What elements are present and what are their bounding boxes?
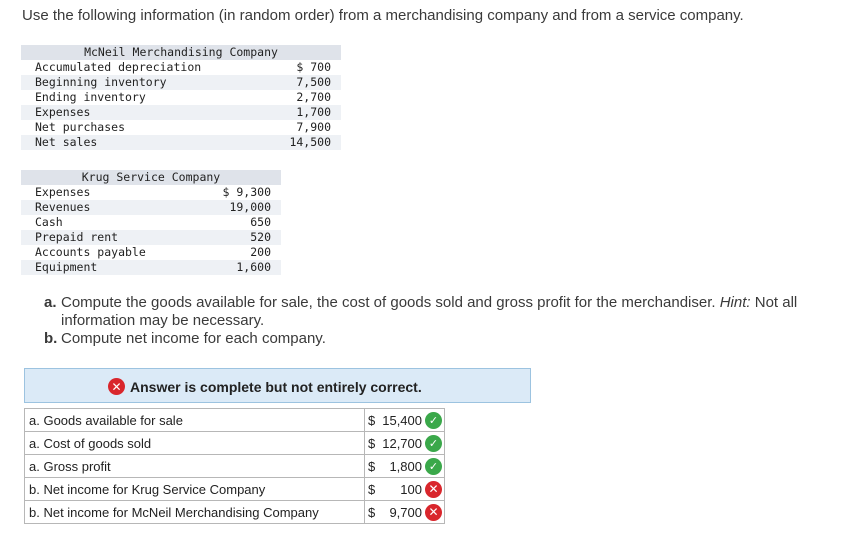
question-a-label: a. <box>44 294 57 311</box>
answer-status-text: Answer is complete but not entirely corr… <box>130 378 422 395</box>
intro-text: Use the following information (in random… <box>22 7 744 24</box>
table-row-label: Net sales <box>21 135 271 150</box>
mcneil-data-table: McNeil Merchandising Company Accumulated… <box>21 45 341 150</box>
table-row-amount: $ 700 <box>296 60 331 74</box>
table-row: a. Gross profit $ 1,800 ✓ <box>24 454 445 478</box>
currency-symbol: $ <box>368 412 376 428</box>
check-circle-icon: ✓ <box>425 411 442 429</box>
check-circle-icon: ✓ <box>425 434 442 452</box>
table-row-label: Expenses <box>35 185 91 199</box>
currency-symbol: $ <box>368 481 376 497</box>
answer-value-input[interactable]: 15,400 <box>382 412 422 428</box>
table-row-label: Accumulated depreciation <box>35 60 202 74</box>
mcneil-table-title: McNeil Merchandising Company <box>21 45 341 60</box>
question-b-label: b. <box>44 330 58 347</box>
table-row-label: Cash <box>35 215 63 229</box>
answer-label: a. Cost of goods sold <box>24 431 365 455</box>
x-circle-icon: ✕ <box>425 480 442 498</box>
table-row-amount: 7,900 <box>296 120 331 134</box>
table-row-label: Net purchases <box>35 120 126 134</box>
table-row-label: Beginning inventory <box>21 75 271 90</box>
table-row-amount: 1,600 <box>211 260 281 275</box>
table-row: a. Goods available for sale $ 15,400 ✓ <box>24 408 445 432</box>
question-a-text: Compute the goods available for sale, th… <box>61 294 716 311</box>
answer-status-banner: ✕ Answer is complete but not entirely co… <box>24 368 531 403</box>
table-row-amount: $ 9,300 <box>222 185 271 199</box>
answer-value-input[interactable]: 9,700 <box>389 504 422 520</box>
table-row-label: Prepaid rent <box>21 230 211 245</box>
currency-symbol: $ <box>368 458 376 474</box>
answer-cell: $ 100 ✕ <box>364 477 445 501</box>
currency-symbol: $ <box>368 504 376 520</box>
answer-cell: $ 9,700 ✕ <box>364 500 445 524</box>
answer-label: a. Gross profit <box>24 454 365 478</box>
question-b: b. Compute net income for each company. <box>44 330 868 348</box>
answer-label: b. Net income for McNeil Merchandising C… <box>24 500 365 524</box>
answer-label: b. Net income for Krug Service Company <box>24 477 365 501</box>
table-row-label: Accounts payable <box>35 245 146 259</box>
question-a-text-cont: Not all information may be necessary. <box>61 294 798 329</box>
table-row-label: Expenses <box>21 105 271 120</box>
krug-table-title: Krug Service Company <box>21 170 281 185</box>
table-row-amount: 2,700 <box>296 90 331 104</box>
answer-value-input[interactable]: 100 <box>400 481 422 497</box>
table-row-amount: 7,500 <box>271 75 341 90</box>
answer-value-input[interactable]: 1,800 <box>389 458 422 474</box>
answer-cell: $ 1,800 ✓ <box>364 454 445 478</box>
table-row-amount: 19,000 <box>211 200 281 215</box>
table-row-amount: 520 <box>211 230 281 245</box>
table-row: a. Cost of goods sold $ 12,700 ✓ <box>24 431 445 455</box>
table-row-label: Revenues <box>21 200 211 215</box>
answer-label: a. Goods available for sale <box>24 408 365 432</box>
table-row-amount: 200 <box>250 245 271 259</box>
question-b-text: Compute net income for each company. <box>61 330 326 347</box>
answer-value-input[interactable]: 12,700 <box>382 435 422 451</box>
krug-data-table: Krug Service Company Expenses $ 9,300 Rev… <box>21 170 281 275</box>
table-row: b. Net income for McNeil Merchandising C… <box>24 500 445 524</box>
question-list: a. Compute the goods available for sale,… <box>44 294 868 348</box>
table-row-amount: 1,700 <box>271 105 341 120</box>
answer-cell: $ 12,700 ✓ <box>364 431 445 455</box>
table-row-amount: 14,500 <box>271 135 341 150</box>
table-row-label: Equipment <box>21 260 211 275</box>
question-a-hint: Hint: <box>719 294 751 311</box>
table-row-amount: 650 <box>250 215 271 229</box>
table-row-label: Ending inventory <box>35 90 146 104</box>
x-circle-icon: ✕ <box>425 503 442 521</box>
answer-table: a. Goods available for sale $ 15,400 ✓ a… <box>24 408 445 524</box>
check-circle-icon: ✓ <box>425 457 442 475</box>
question-a: a. Compute the goods available for sale,… <box>44 294 868 330</box>
currency-symbol: $ <box>368 435 376 451</box>
answer-cell: $ 15,400 ✓ <box>364 408 445 432</box>
x-circle-icon: ✕ <box>108 378 125 395</box>
table-row: b. Net income for Krug Service Company $… <box>24 477 445 501</box>
